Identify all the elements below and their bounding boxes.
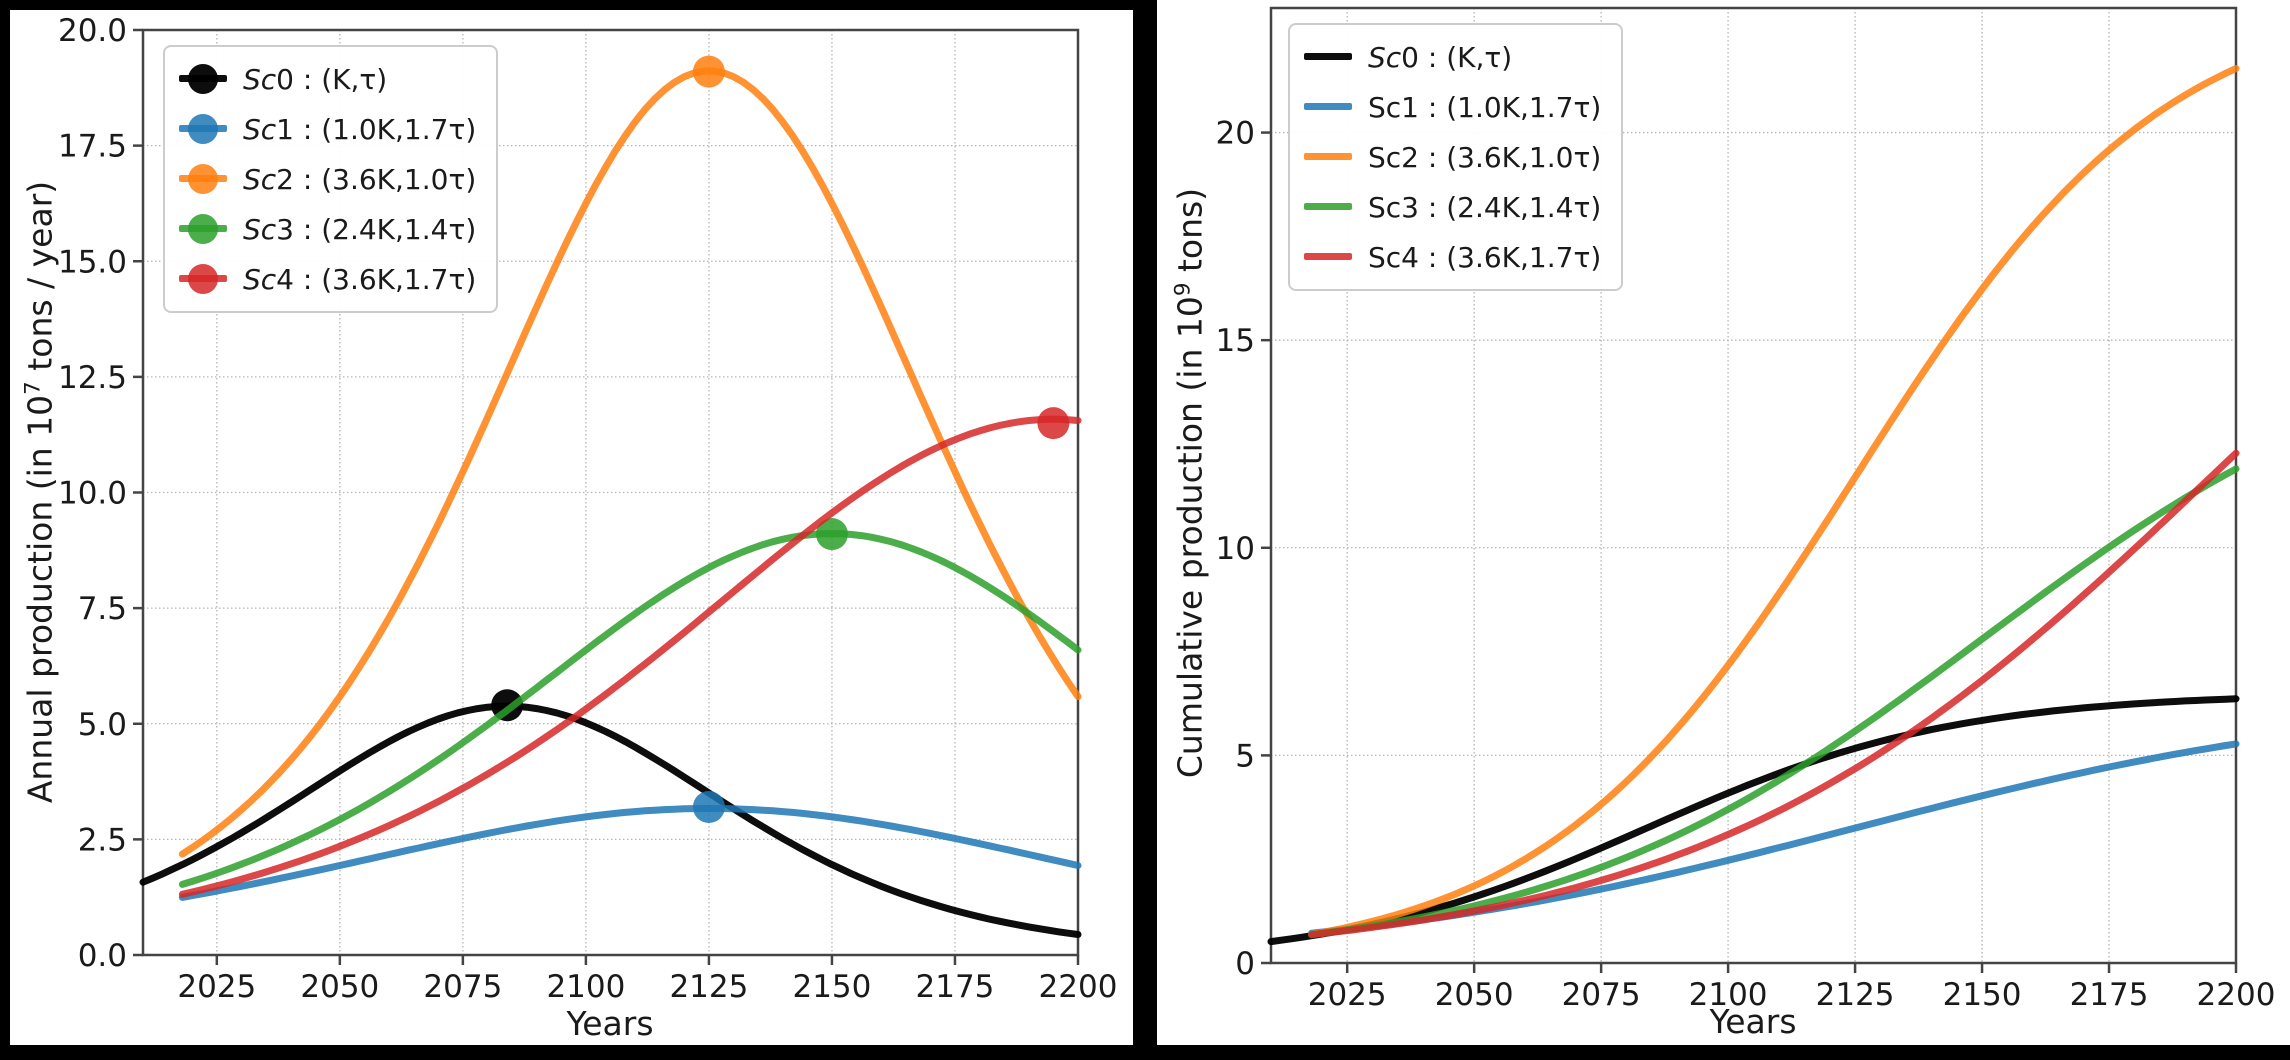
cumulative-production-panel: 2025 2050 2075 2100 2125 2150 2175 2200 0 5 10 15 20… [1157, 0, 2290, 1045]
legend-entry-sc4: Sc4 : (3.6K,1.7τ) [1304, 235, 1601, 279]
peak-marker-sc3 [815, 518, 848, 551]
legend-entry-sc1: Sc1 : (1.0K,1.7τ) [1304, 85, 1601, 129]
legend-entry-sc0: Sc0 : (K,τ) [1304, 35, 1601, 79]
y-tick-label-12.5: 12.5 [58, 360, 127, 396]
x-tick-label-2050: 2050 [1435, 977, 1514, 1013]
y-tick-label-15: 15 [1216, 323, 1255, 359]
x-tick-label-2075: 2075 [1562, 977, 1641, 1013]
cumulative-y-axis-label: Cumulative production (in 109 tons) [1170, 187, 1210, 779]
x-tick-label-2150: 2150 [1943, 977, 2022, 1013]
legend-label-sc0: Sc0 : (K,τ) [243, 62, 388, 96]
x-tick-label-2150: 2150 [792, 969, 871, 1005]
y-tick-label-0.0: 0.0 [78, 938, 127, 974]
x-tick-label-2100: 2100 [546, 969, 625, 1005]
x-tick-label-2200: 2200 [1039, 969, 1118, 1005]
axes-spines [1269, 6, 2238, 965]
legend-label-sc0: Sc0 : (K,τ) [1368, 40, 1513, 74]
legend-entry-sc0: Sc0 : (K,τ) [179, 57, 476, 101]
legend-label-sc4: Sc4 : (3.6K,1.7τ) [243, 262, 477, 296]
legend-label-sc4: Sc4 : (3.6K,1.7τ) [1368, 240, 1602, 274]
peak-marker-sc1 [692, 791, 725, 823]
y-tick-label-20: 20 [1216, 116, 1255, 152]
series-curve-sc3 [1308, 465, 2240, 939]
legend-marker-sc3 [1304, 185, 1352, 229]
legend-marker-sc2 [1304, 135, 1352, 179]
cumulative-legend: Sc0 : (K,τ) Sc1 : (1.0K,1.7τ) Sc2 : (3.6K,… [1288, 23, 1624, 291]
series-curve-sc0 [1267, 695, 2240, 946]
annual-chart-plot-area: 2025 2050 2075 2100 2125 2150 2175 2200 0.0 2.5 5.… [58, 13, 1118, 1005]
legend-marker-sc3 [179, 207, 227, 251]
series-curve-sc2 [178, 67, 1082, 858]
legend-marker-sc2 [179, 157, 227, 201]
series-curve-sc0 [139, 702, 1082, 938]
series-curve-sc4 [178, 415, 1082, 898]
series-curve-sc2 [1308, 65, 2240, 938]
annual-legend: Sc0 : (K,τ) Sc1 : (1.0K,1.7τ) Sc2 : (3.6K,… [163, 45, 499, 313]
y-tick-label-15.0: 15.0 [58, 244, 127, 280]
legend-marker-sc4 [1304, 235, 1352, 279]
series-curve-sc1 [178, 805, 1082, 901]
cumulative-chart-plot-area: 2025 2050 2075 2100 2125 2150 2175 2200 0 5 10 15 20 [1216, 6, 2276, 1013]
cumulative-x-axis-label: Years [1709, 1002, 1797, 1041]
legend-marker-sc0 [1304, 35, 1352, 79]
y-tick-label-17.5: 17.5 [58, 129, 127, 165]
legend-entry-sc2: Sc2 : (3.6K,1.0τ) [1304, 135, 1601, 179]
x-tick-label-2025: 2025 [1308, 977, 1387, 1013]
annual-y-axis-label: Annual production (in 107 tons / year) [20, 180, 60, 804]
legend-entry-sc4: Sc4 : (3.6K,1.7τ) [179, 257, 476, 301]
y-tick-label-0: 0 [1235, 946, 1255, 982]
legend-label-sc3: Sc3 : (2.4K,1.4τ) [243, 212, 477, 246]
y-tick-label-20.0: 20.0 [58, 13, 127, 49]
legend-label-sc1: Sc1 : (1.0K,1.7τ) [243, 112, 477, 146]
y-tick-label-10: 10 [1216, 531, 1255, 567]
annual-x-axis-label: Years [566, 1004, 654, 1043]
x-tick-label-2050: 2050 [300, 969, 379, 1005]
y-tick-label-5.0: 5.0 [78, 707, 127, 743]
x-tick-label-2175: 2175 [916, 969, 995, 1005]
y-tick-label-2.5: 2.5 [78, 822, 127, 858]
legend-marker-sc4 [179, 257, 227, 301]
legend-entry-sc1: Sc1 : (1.0K,1.7τ) [179, 107, 476, 151]
x-tick-label-2175: 2175 [2070, 977, 2149, 1013]
series-curve-sc3 [178, 530, 1082, 888]
y-tick-label-10.0: 10.0 [58, 476, 127, 512]
peak-marker-sc4 [1037, 407, 1070, 440]
peak-marker-sc2 [692, 55, 725, 88]
x-tick-label-2100: 2100 [1689, 977, 1768, 1013]
legend-entry-sc3: Sc3 : (2.4K,1.4τ) [1304, 185, 1601, 229]
legend-entry-sc3: Sc3 : (2.4K,1.4τ) [179, 207, 476, 251]
x-tick-label-2075: 2075 [423, 969, 502, 1005]
x-tick-label-2025: 2025 [177, 969, 256, 1005]
y-tick-label-5: 5 [1235, 738, 1255, 774]
legend-label-sc3: Sc3 : (2.4K,1.4τ) [1368, 190, 1602, 224]
legend-label-sc2: Sc2 : (3.6K,1.0τ) [243, 162, 477, 196]
x-tick-label-2200: 2200 [2197, 977, 2276, 1013]
x-tick-label-2125: 2125 [1816, 977, 1895, 1013]
legend-marker-sc1 [1304, 85, 1352, 129]
y-tick-label-7.5: 7.5 [78, 591, 127, 627]
legend-label-sc2: Sc2 : (3.6K,1.0τ) [1368, 140, 1602, 174]
annual-production-panel: 2025 2050 2075 2100 2125 2150 2175 2200 0.0 2.5 5.… [10, 10, 1133, 1045]
x-tick-label-2125: 2125 [669, 969, 748, 1005]
legend-marker-sc0 [179, 57, 227, 101]
legend-entry-sc2: Sc2 : (3.6K,1.0τ) [179, 157, 476, 201]
series-curve-sc4 [1308, 449, 2240, 939]
legend-label-sc1: Sc1 : (1.0K,1.7τ) [1368, 90, 1602, 124]
legend-marker-sc1 [179, 107, 227, 151]
